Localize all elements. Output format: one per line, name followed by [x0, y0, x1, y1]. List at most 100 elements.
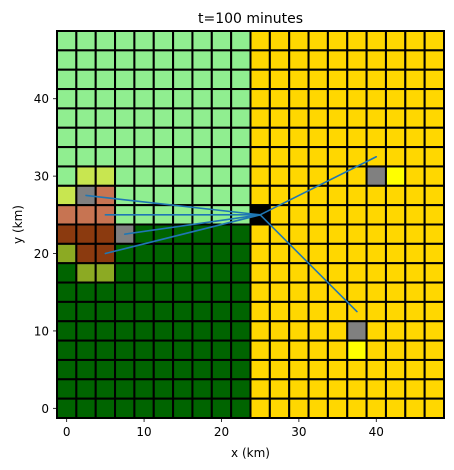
heatmap-cell	[346, 107, 368, 129]
heatmap-cell	[307, 107, 329, 129]
heatmap-cell	[94, 68, 117, 91]
heatmap-cell	[152, 262, 175, 284]
heatmap-cell	[384, 126, 407, 149]
heatmap-cell	[307, 378, 329, 400]
heatmap-cell	[152, 49, 175, 71]
heatmap-cell	[423, 281, 445, 303]
heatmap-cell	[191, 68, 213, 91]
heatmap-cell	[307, 223, 329, 245]
heatmap-cell	[191, 281, 213, 303]
y-axis-ticks: 0 10 20 30 40	[34, 92, 57, 416]
heatmap-cell	[210, 223, 233, 245]
heatmap-cell	[346, 88, 368, 110]
heatmap-cell	[191, 262, 213, 284]
heatmap-cell	[384, 204, 407, 226]
heatmap-cell	[172, 165, 194, 187]
heatmap-cell	[384, 146, 407, 168]
heatmap-cell	[365, 339, 387, 361]
heatmap-cell	[249, 262, 271, 284]
heatmap-cell	[249, 68, 271, 91]
heatmap-cell	[268, 339, 291, 361]
heatmap-cell	[384, 242, 407, 265]
heatmap-cell	[288, 281, 310, 303]
heatmap-cell	[249, 300, 271, 323]
heatmap-cell	[94, 184, 117, 207]
heatmap-cell	[191, 165, 213, 187]
heatmap-cell	[326, 146, 349, 168]
x-tick-label: 20	[214, 425, 229, 439]
heatmap-cell	[230, 281, 252, 303]
heatmap-cell	[268, 107, 291, 129]
heatmap-cell	[307, 88, 329, 110]
heatmap-cell	[230, 49, 252, 71]
heatmap-cell	[230, 68, 252, 91]
heatmap-cell	[230, 397, 252, 419]
heatmap-cell	[210, 68, 233, 91]
heatmap-cell	[249, 49, 271, 71]
connection-line	[85, 194, 261, 216]
heatmap-cell	[365, 397, 387, 419]
heatmap-cell	[326, 30, 349, 52]
heatmap-cell	[191, 126, 213, 149]
heatmap-cell	[404, 165, 426, 187]
heatmap-cell	[404, 49, 426, 71]
heatmap-cell	[365, 126, 387, 149]
heatmap-cell	[365, 165, 387, 187]
heatmap-cell	[423, 184, 445, 207]
heatmap-cell	[152, 242, 175, 265]
heatmap-cell	[404, 68, 426, 91]
heatmap-cell	[288, 300, 310, 323]
heatmap-cell	[94, 30, 117, 52]
heatmap-cell	[133, 146, 155, 168]
heatmap-cell	[133, 339, 155, 361]
heatmap-cell	[365, 223, 387, 245]
heatmap-cell	[172, 146, 194, 168]
heatmap-cell	[133, 281, 155, 303]
heatmap-cell	[56, 30, 78, 52]
heatmap-cell	[404, 300, 426, 323]
heatmap-cell	[307, 49, 329, 71]
heatmap-cell	[404, 320, 426, 342]
heatmap-cell	[75, 242, 97, 265]
heatmap-cell	[423, 320, 445, 342]
heatmap-cell	[230, 242, 252, 265]
heatmap-cell	[423, 262, 445, 284]
heatmap-cell	[288, 339, 310, 361]
heatmap-cell	[384, 88, 407, 110]
heatmap-cell	[133, 126, 155, 149]
heatmap-cell	[191, 184, 213, 207]
heatmap-cell	[191, 107, 213, 129]
heatmap-cell	[346, 204, 368, 226]
heatmap-cell	[423, 49, 445, 71]
heatmap-cell	[404, 242, 426, 265]
heatmap-cell	[172, 281, 194, 303]
heatmap-cell	[172, 262, 194, 284]
heatmap-cell	[384, 165, 407, 187]
plot-frame	[56, 30, 445, 419]
heatmap-cell	[191, 378, 213, 400]
heatmap-cell	[249, 339, 271, 361]
heatmap-cell	[346, 184, 368, 207]
heatmap-cell	[191, 242, 213, 265]
heatmap-cell	[230, 378, 252, 400]
heatmap-cell	[404, 397, 426, 419]
heatmap-cell	[384, 49, 407, 71]
heatmap-cell	[423, 339, 445, 361]
heatmap-cell	[152, 126, 175, 149]
heatmap-cell	[404, 262, 426, 284]
heatmap-cell	[75, 68, 97, 91]
heatmap-cell	[404, 223, 426, 245]
heatmap-cell	[210, 49, 233, 71]
heatmap-cell	[152, 378, 175, 400]
heatmap-cell	[210, 146, 233, 168]
heatmap-cell	[56, 126, 78, 149]
heatmap-cell	[249, 30, 271, 52]
heatmap-cell	[423, 242, 445, 265]
heatmap-cell	[152, 300, 175, 323]
heatmap-cell	[152, 281, 175, 303]
heatmap-cell	[268, 281, 291, 303]
heatmap-cell	[230, 262, 252, 284]
y-tick-label: 40	[34, 92, 49, 106]
heatmap-cell	[249, 184, 271, 207]
heatmap-cell	[307, 339, 329, 361]
